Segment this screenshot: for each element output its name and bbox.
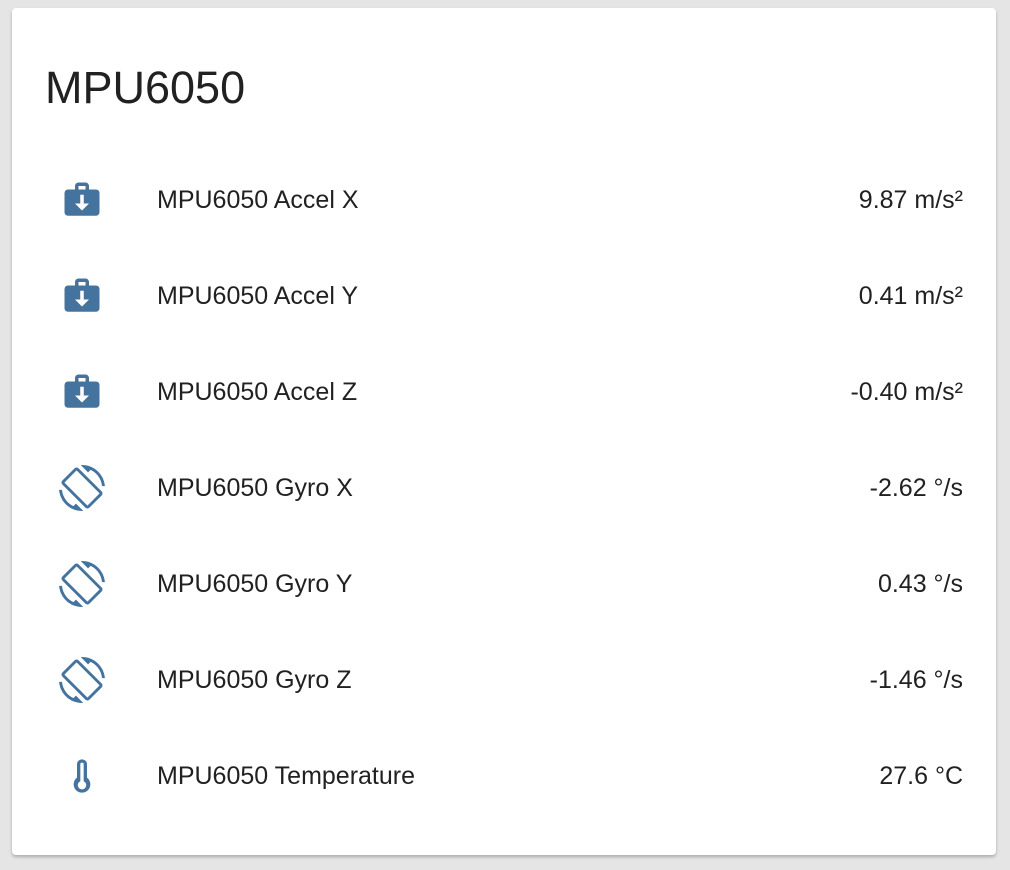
- entity-name[interactable]: MPU6050 Gyro Y: [157, 569, 353, 598]
- entity-row[interactable]: MPU6050 Gyro Y 0.43 °/s: [12, 554, 996, 614]
- entity-value: -1.46 °/s: [869, 665, 963, 694]
- entity-row[interactable]: MPU6050 Gyro Z -1.46 °/s: [12, 650, 996, 710]
- briefcase-download-icon: [58, 368, 106, 416]
- entity-name[interactable]: MPU6050 Accel Y: [157, 281, 359, 310]
- entity-row[interactable]: MPU6050 Gyro X -2.62 °/s: [12, 458, 996, 518]
- thermometer-icon: [58, 752, 106, 800]
- card-title: MPU6050: [45, 62, 246, 113]
- entity-value: 0.41 m/s²: [858, 281, 963, 310]
- entity-row[interactable]: MPU6050 Accel X 9.87 m/s²: [12, 170, 996, 230]
- entity-row[interactable]: MPU6050 Accel Y 0.41 m/s²: [12, 266, 996, 326]
- screen-rotation-icon: [58, 464, 106, 512]
- entity-row[interactable]: MPU6050 Accel Z -0.40 m/s²: [12, 362, 996, 422]
- screen-rotation-icon: [58, 656, 106, 704]
- entity-name[interactable]: MPU6050 Accel X: [157, 185, 359, 214]
- entities-card: MPU6050 MPU6050 Accel X 9.87 m/s² MPU6050 …: [12, 8, 996, 855]
- entity-value: 0.43 °/s: [877, 569, 963, 598]
- screen-rotation-icon: [58, 560, 106, 608]
- entity-row[interactable]: MPU6050 Temperature 27.6 °C: [12, 746, 996, 806]
- entity-value: 27.6 °C: [879, 761, 963, 790]
- entity-name[interactable]: MPU6050 Gyro Z: [157, 665, 352, 694]
- briefcase-download-icon: [58, 272, 106, 320]
- entity-name[interactable]: MPU6050 Temperature: [157, 761, 416, 790]
- entity-name[interactable]: MPU6050 Accel Z: [157, 377, 358, 406]
- briefcase-download-icon: [58, 176, 106, 224]
- entity-value: -2.62 °/s: [869, 473, 963, 502]
- entity-value: 9.87 m/s²: [858, 185, 963, 214]
- entity-value: -0.40 m/s²: [850, 377, 963, 406]
- entity-name[interactable]: MPU6050 Gyro X: [157, 473, 353, 502]
